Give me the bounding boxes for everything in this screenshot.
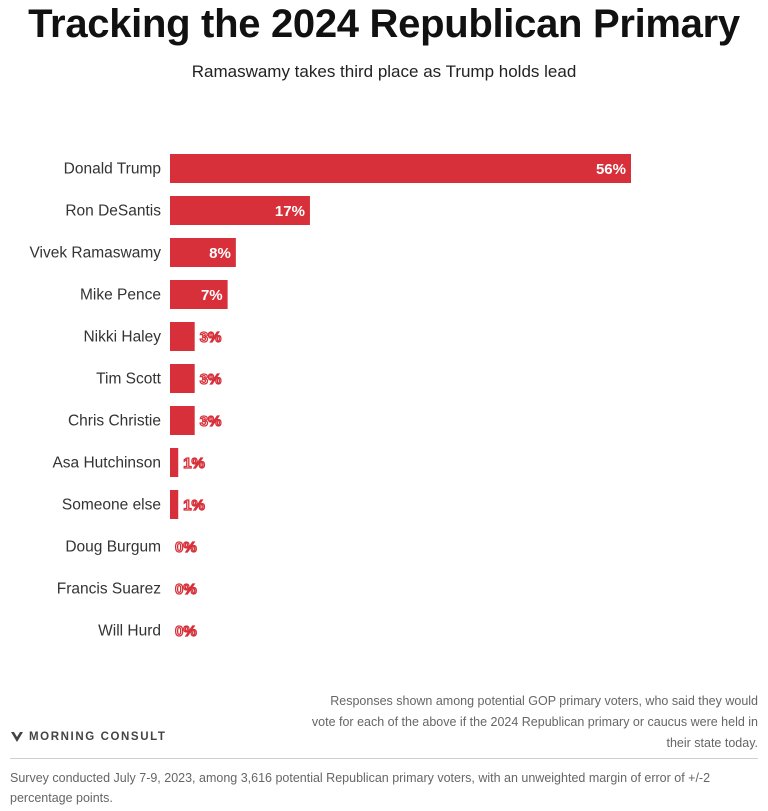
morning-consult-icon (11, 732, 23, 742)
bar (170, 196, 310, 225)
methodology-note: Responses shown among potential GOP prim… (311, 694, 758, 750)
value-label: 17% (275, 203, 305, 220)
category-label: Ron DeSantis (65, 203, 161, 220)
survey-footnote: Survey conducted July 7-9, 2023, among 3… (10, 771, 711, 805)
bar-chart: Donald Trump 56% Ron DeSantis 17% Vivek Rama… (29, 154, 631, 641)
chart-subtitle: Ramaswamy takes third place as Trump hol… (191, 62, 577, 81)
category-label: Mike Pence (80, 287, 161, 304)
category-label: Will Hurd (98, 623, 161, 640)
category-label: Nikki Haley (83, 329, 161, 346)
category-label: Francis Suarez (57, 581, 161, 598)
category-label: Chris Christie (68, 413, 161, 430)
bar (170, 364, 195, 393)
value-label: 7% (201, 287, 223, 304)
value-label: 1% (183, 455, 205, 472)
value-label: 0% (175, 581, 197, 598)
bar (170, 322, 195, 351)
value-label: 0% (175, 539, 197, 556)
bar (170, 406, 195, 435)
category-label: Someone else (62, 497, 161, 514)
brand-name: MORNING CONSULT (29, 731, 167, 743)
value-label: 3% (200, 413, 222, 430)
category-label: Tim Scott (96, 371, 162, 388)
value-label: 56% (596, 161, 626, 178)
value-label: 8% (209, 245, 231, 262)
bar (170, 448, 179, 477)
chart-title: Tracking the 2024 Republican Primary (28, 2, 740, 46)
value-label: 3% (200, 329, 222, 346)
category-label: Doug Burgum (65, 539, 161, 556)
value-label: 3% (200, 371, 222, 388)
brand-logo: MORNING CONSULT (10, 731, 167, 743)
bar (170, 238, 236, 267)
category-label: Asa Hutchinson (52, 455, 161, 472)
category-label: Donald Trump (64, 161, 161, 178)
category-label: Vivek Ramaswamy (29, 245, 161, 262)
value-label: 1% (183, 497, 205, 514)
bar (170, 154, 631, 183)
bar (170, 490, 179, 519)
bar (170, 280, 228, 309)
footer-divider (10, 758, 758, 759)
value-label: 0% (175, 623, 197, 640)
